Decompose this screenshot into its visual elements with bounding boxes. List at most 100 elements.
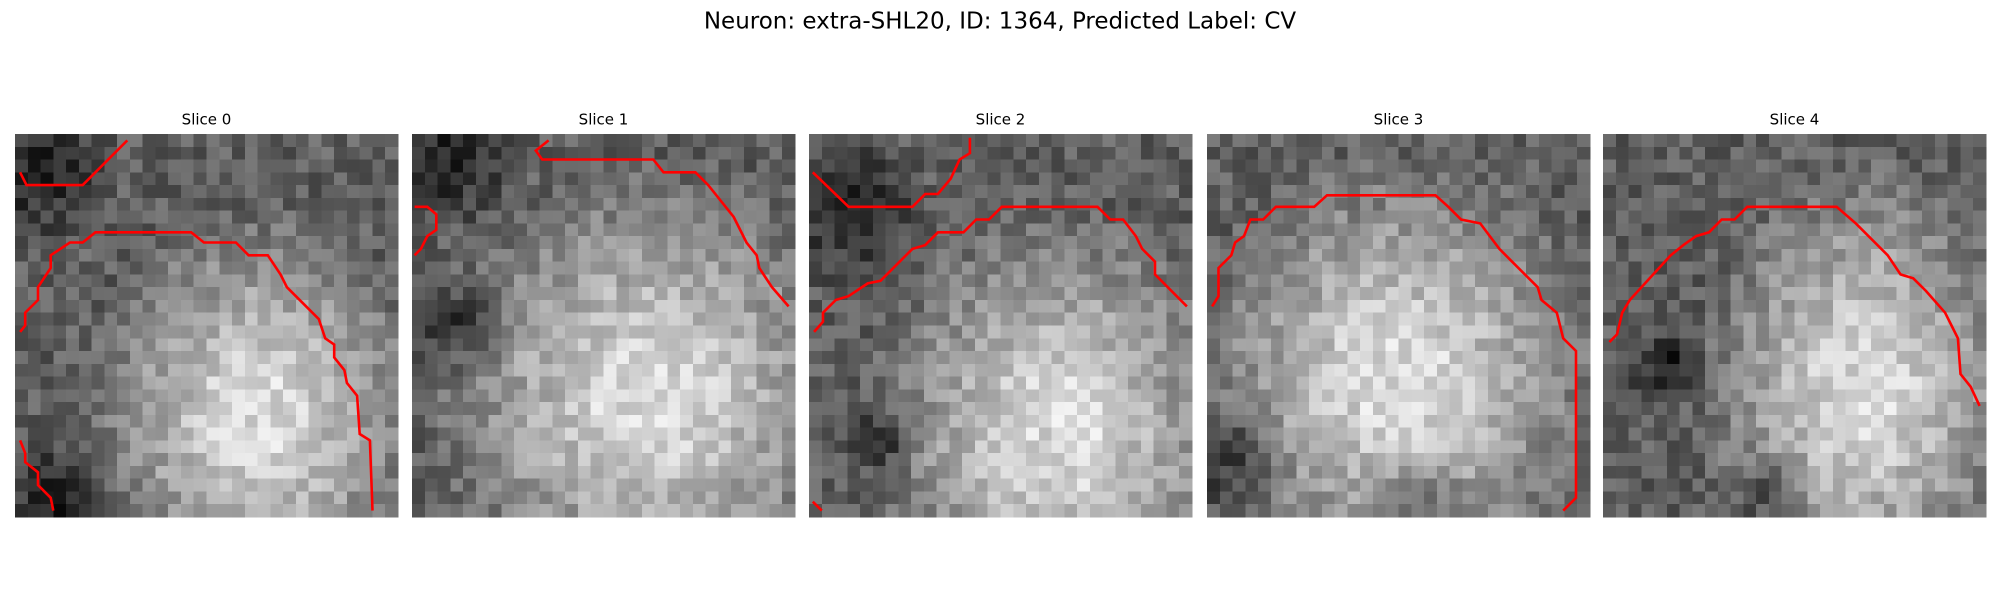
pixel bbox=[1500, 491, 1514, 505]
pixel bbox=[193, 274, 208, 288]
pixel bbox=[412, 491, 426, 505]
pixel bbox=[1475, 248, 1489, 263]
pixel bbox=[603, 325, 617, 339]
pixel bbox=[1000, 427, 1014, 441]
pixel bbox=[1398, 236, 1412, 250]
pixel bbox=[1500, 465, 1514, 480]
pixel bbox=[450, 261, 464, 276]
pixel bbox=[1577, 325, 1591, 339]
pixel bbox=[987, 172, 1002, 186]
pixel bbox=[283, 376, 297, 390]
pixel bbox=[372, 414, 386, 429]
pixel bbox=[1179, 389, 1193, 403]
pixel bbox=[40, 287, 54, 301]
pixel bbox=[1245, 325, 1259, 339]
pixel bbox=[1321, 363, 1336, 378]
pixel bbox=[756, 427, 771, 441]
pixel bbox=[860, 146, 874, 161]
pixel bbox=[117, 338, 131, 352]
pixel bbox=[1500, 389, 1514, 403]
pixel bbox=[463, 465, 477, 480]
pixel bbox=[488, 491, 502, 505]
pixel bbox=[987, 159, 1002, 173]
pixel bbox=[1845, 478, 1859, 493]
pixel bbox=[860, 172, 874, 186]
pixel bbox=[603, 453, 617, 467]
pixel bbox=[1845, 376, 1859, 390]
pixel bbox=[1089, 223, 1104, 237]
pixel bbox=[257, 414, 271, 429]
pixel bbox=[1538, 185, 1553, 199]
pixel bbox=[1449, 287, 1463, 301]
pixel bbox=[437, 299, 451, 314]
pixel bbox=[821, 236, 836, 250]
pixel bbox=[1807, 504, 1821, 518]
pixel bbox=[346, 185, 361, 199]
pixel bbox=[1705, 261, 1719, 276]
pixel bbox=[232, 414, 246, 429]
pixel bbox=[1475, 325, 1489, 339]
pixel bbox=[809, 389, 823, 403]
pixel bbox=[692, 351, 707, 365]
pixel bbox=[244, 146, 259, 161]
pixel bbox=[475, 159, 490, 173]
pixel bbox=[1064, 210, 1078, 224]
pixel bbox=[923, 325, 938, 339]
pixel bbox=[1449, 402, 1463, 416]
pixel bbox=[1717, 465, 1732, 480]
pixel bbox=[53, 299, 67, 314]
pixel bbox=[1883, 274, 1898, 288]
pixel bbox=[488, 363, 502, 378]
pixel bbox=[847, 351, 861, 365]
pixel bbox=[27, 185, 42, 199]
pixel bbox=[834, 261, 848, 276]
pixel bbox=[1179, 287, 1193, 301]
pixel bbox=[743, 210, 758, 224]
pixel bbox=[1705, 210, 1719, 224]
pixel bbox=[104, 478, 118, 493]
pixel bbox=[219, 402, 233, 416]
pixel bbox=[552, 299, 566, 314]
pixel bbox=[488, 453, 502, 467]
pixel bbox=[769, 453, 783, 467]
pixel bbox=[1909, 172, 1923, 186]
pixel bbox=[66, 146, 80, 161]
pixel bbox=[769, 465, 783, 480]
pixel bbox=[1538, 427, 1553, 441]
pixel bbox=[680, 299, 694, 314]
pixel bbox=[1245, 414, 1259, 429]
pixel bbox=[898, 210, 912, 224]
pixel bbox=[129, 287, 144, 301]
pixel bbox=[1013, 453, 1027, 467]
pixel bbox=[1462, 338, 1476, 352]
pixel bbox=[104, 274, 118, 288]
pixel bbox=[1641, 414, 1655, 429]
pixel bbox=[283, 299, 297, 314]
pixel bbox=[1666, 414, 1681, 429]
pixel bbox=[1411, 248, 1425, 263]
pixel bbox=[206, 465, 220, 480]
pixel bbox=[1934, 504, 1949, 518]
pixel bbox=[15, 414, 29, 429]
pixel bbox=[1051, 440, 1065, 454]
pixel bbox=[53, 363, 67, 378]
pixel bbox=[1717, 440, 1732, 454]
pixel bbox=[667, 491, 681, 505]
pixel bbox=[1820, 210, 1834, 224]
pixel bbox=[142, 172, 157, 186]
pixel bbox=[743, 325, 758, 339]
pixel bbox=[1883, 363, 1898, 378]
pixel bbox=[53, 376, 67, 390]
pixel bbox=[501, 172, 515, 186]
pixel bbox=[1089, 325, 1104, 339]
pixel bbox=[629, 453, 643, 467]
pixel bbox=[27, 146, 42, 161]
pixel bbox=[705, 312, 719, 327]
pixel bbox=[1102, 440, 1116, 454]
pixel bbox=[1166, 134, 1180, 148]
pixel bbox=[1781, 287, 1796, 301]
pixel bbox=[539, 172, 554, 186]
pixel bbox=[1179, 159, 1193, 173]
pixel bbox=[1845, 210, 1859, 224]
pixel bbox=[1666, 491, 1681, 505]
